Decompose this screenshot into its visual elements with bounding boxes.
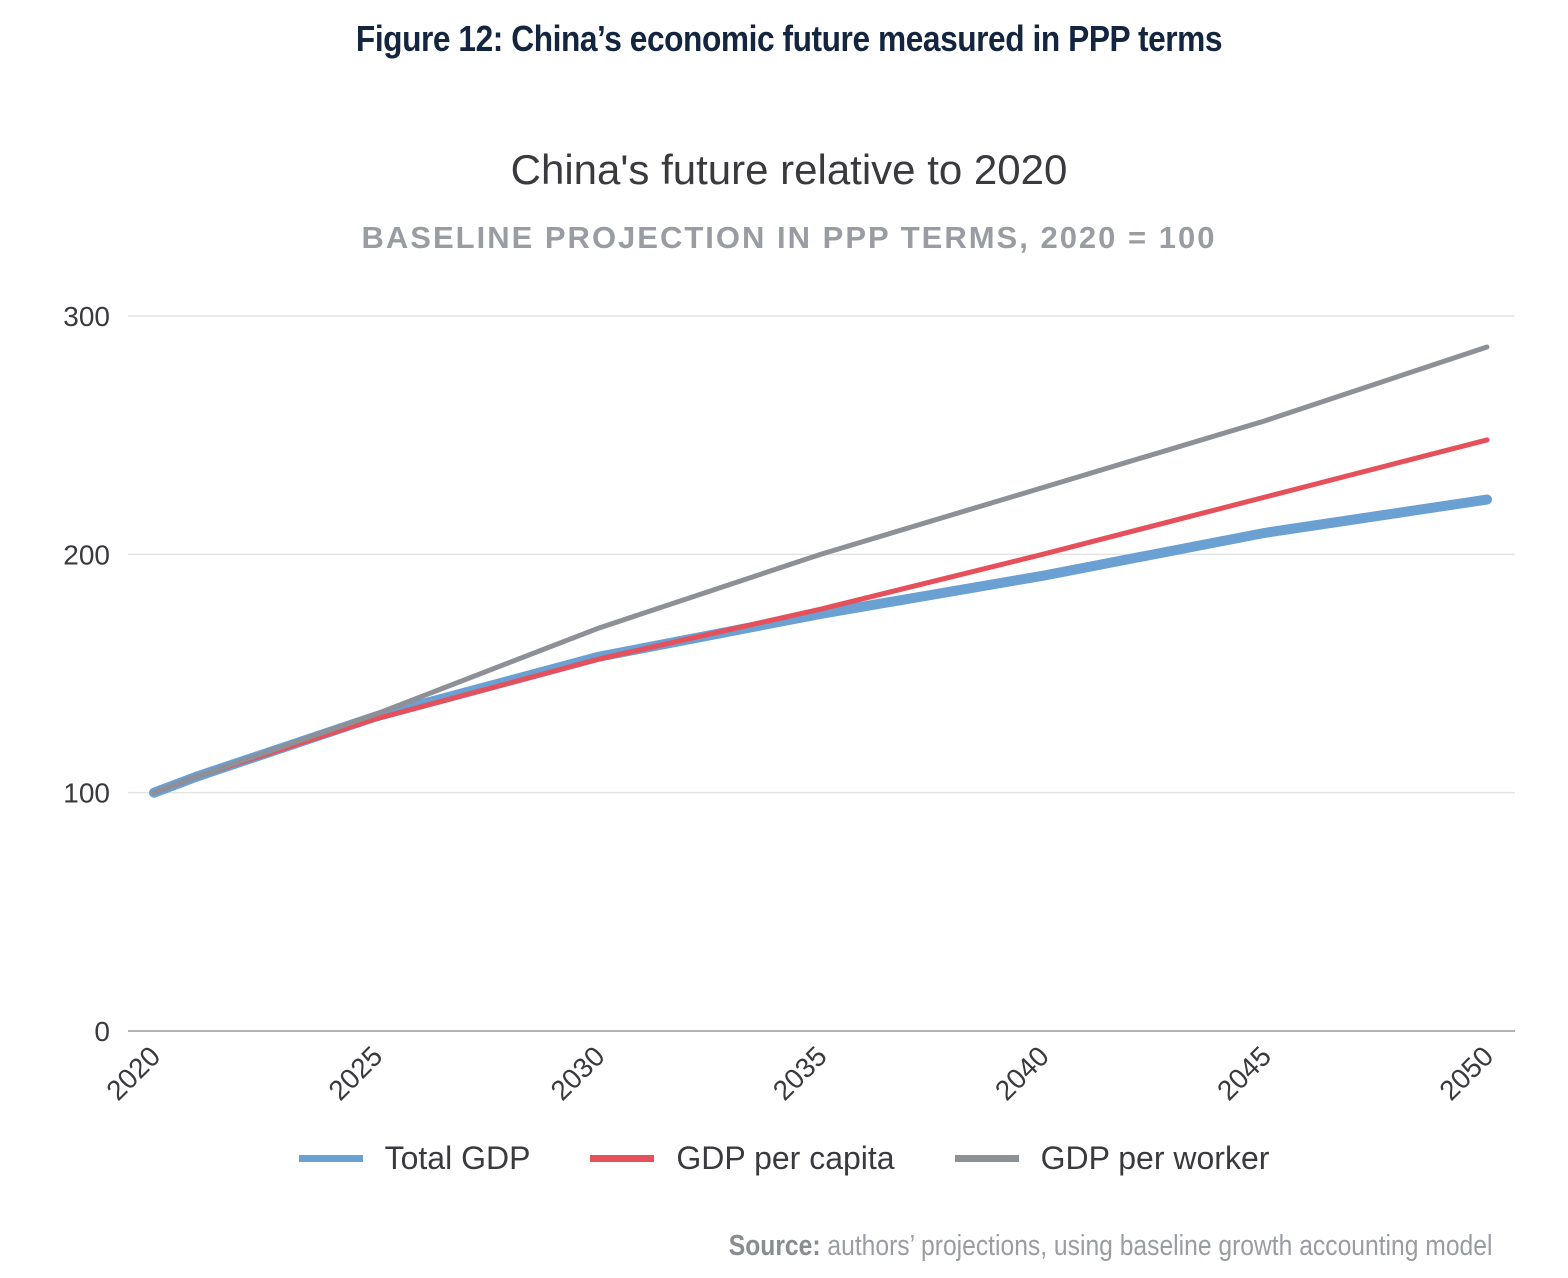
figure-title: Figure 12: China’s economic future measu… [355, 18, 1223, 59]
legend: Total GDP GDP per capita GDP per worker [0, 1140, 1568, 1177]
y-tick-label: 0 [94, 1016, 110, 1047]
source-note: Source: authors’ projections, using base… [728, 1230, 1492, 1263]
y-tick-label: 300 [63, 301, 110, 332]
x-tick-label: 2050 [1433, 1040, 1499, 1106]
y-tick-label: 100 [63, 778, 110, 809]
legend-item-gdp-per-capita: GDP per capita [590, 1140, 895, 1177]
legend-swatch [590, 1155, 655, 1162]
x-tick-label: 2025 [322, 1040, 388, 1106]
x-tick-label: 2030 [545, 1040, 611, 1106]
source-text: authors’ projections, using baseline gro… [820, 1230, 1492, 1262]
legend-swatch [954, 1155, 1019, 1162]
x-tick-label: 2035 [767, 1040, 833, 1106]
x-tick-label: 2020 [100, 1040, 166, 1106]
chart-title: China's future relative to 2020 [510, 146, 1068, 193]
legend-item-total-gdp: Total GDP [298, 1140, 531, 1177]
legend-swatch [298, 1155, 363, 1162]
x-tick-label: 2045 [1211, 1040, 1277, 1106]
source-label: Source: [728, 1230, 821, 1262]
legend-label: Total GDP [384, 1140, 531, 1176]
legend-item-gdp-per-worker: GDP per worker [954, 1140, 1270, 1177]
x-tick-label: 2040 [989, 1040, 1055, 1106]
series-line-total-gdp [149, 494, 1492, 798]
y-tick-label: 200 [63, 539, 110, 570]
chart-subtitle: BASELINE PROJECTION IN PPP TERMS, 2020 =… [361, 220, 1217, 255]
series-line-gdp-per-worker [151, 344, 1490, 796]
legend-label: GDP per capita [676, 1140, 895, 1176]
legend-label: GDP per worker [1040, 1140, 1270, 1176]
